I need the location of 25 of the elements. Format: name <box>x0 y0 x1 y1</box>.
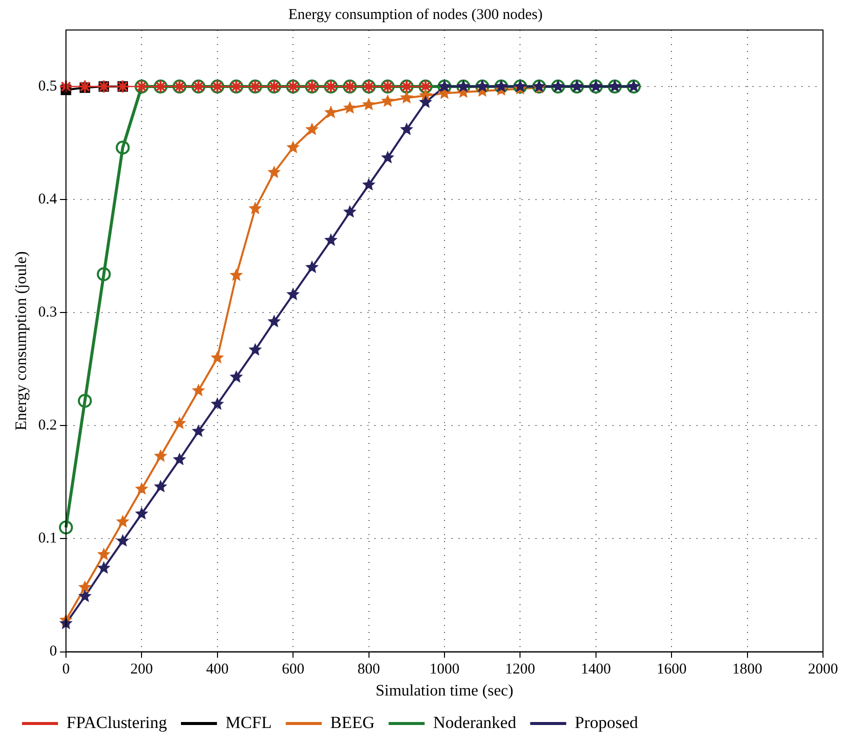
x-tick-label: 0 <box>62 662 70 678</box>
x-tick-label: 1800 <box>732 662 762 678</box>
y-tick-label: 0 <box>49 644 57 660</box>
legend-label: Noderanked <box>433 712 517 732</box>
y-tick-label: 0.2 <box>38 418 57 434</box>
legend-label: FPAClustering <box>66 712 168 732</box>
x-tick-label: 2000 <box>808 662 838 678</box>
x-tick-label: 1400 <box>580 662 611 678</box>
legend-label: Proposed <box>574 712 638 732</box>
legend-label: MCFL <box>225 712 272 732</box>
x-tick-label: 600 <box>282 662 304 678</box>
x-tick-label: 800 <box>358 662 380 678</box>
y-tick-label: 0.5 <box>38 78 57 94</box>
x-tick-label: 1200 <box>505 662 536 678</box>
y-tick-label: 0.1 <box>38 530 57 547</box>
x-tick-label: 1000 <box>429 662 460 678</box>
chart-title: Energy consumption of nodes (300 nodes) <box>288 6 543 23</box>
x-tick-label: 200 <box>130 662 153 678</box>
y-axis-title: Energy consumption (joule) <box>12 251 30 431</box>
y-tick-label: 0.4 <box>38 192 58 208</box>
x-tick-label: 1600 <box>656 662 687 678</box>
x-tick-label: 400 <box>206 662 229 678</box>
legend-label: BEEG <box>330 712 375 732</box>
x-axis-title: Simulation time (sec) <box>376 682 514 700</box>
y-tick-label: 0.3 <box>38 304 57 321</box>
